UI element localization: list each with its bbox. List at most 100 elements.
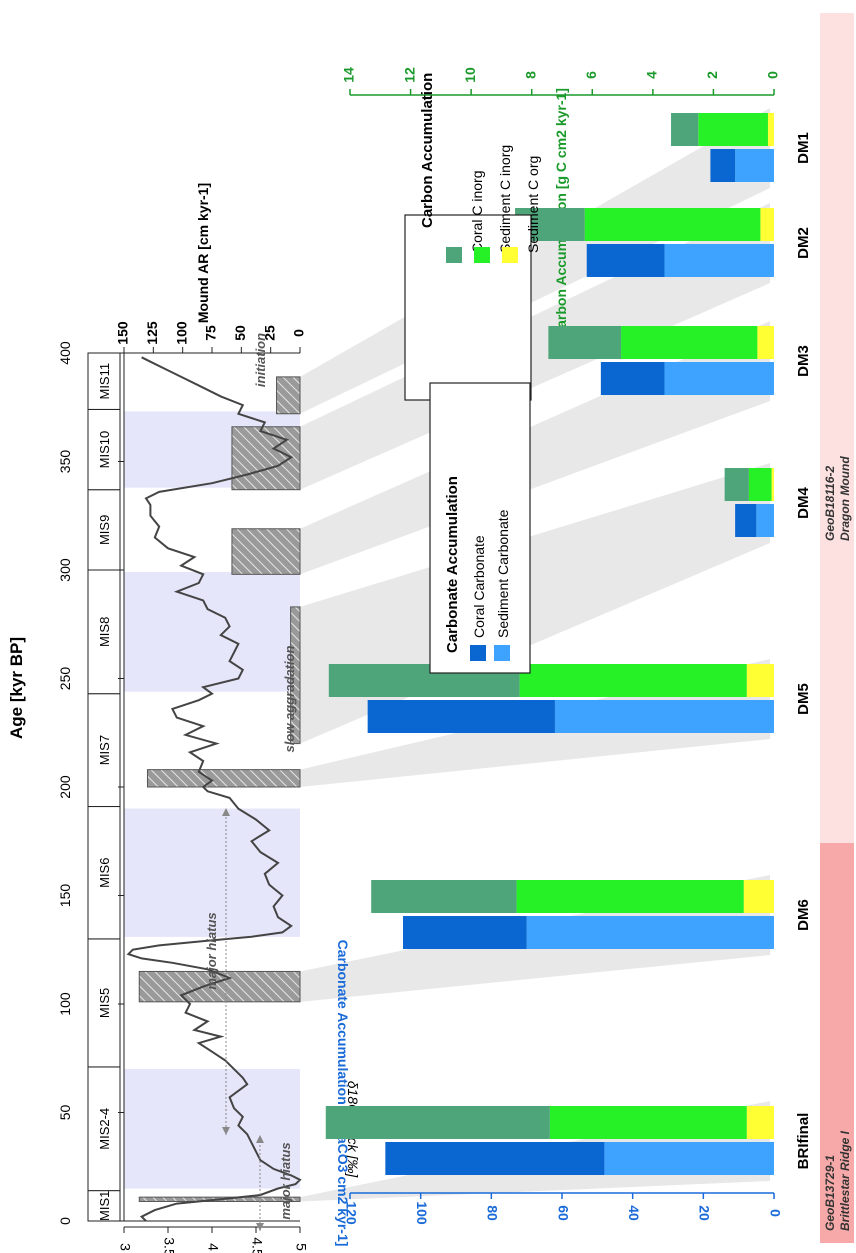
core-strip: GeoB13729-1 Brittlestar Ridge I GeoB1811…	[820, 13, 854, 1243]
age-tick-label: 250	[57, 667, 73, 691]
carbon-tick-label: 4	[644, 71, 660, 79]
d18o-ticks: 3 3.5 4 4.5 5	[117, 1227, 309, 1253]
carbon-tick-label: 14	[341, 67, 357, 83]
d18o-tick-label: 3	[117, 1243, 133, 1251]
bar-sediment-c-inorg-dm3	[621, 326, 758, 359]
bar-coral-c-inorg-dm2	[515, 208, 585, 241]
bar-sediment-c-inorg-dm1	[698, 113, 768, 146]
mound-ar-tick-label: 150	[115, 321, 131, 345]
category-label-dm1: DM1	[795, 132, 812, 164]
bar-coral-c-inorg-dm3	[548, 326, 622, 359]
core-bri-site: Brittlestar Ridge I	[838, 1130, 852, 1231]
category-labels: BRIfinal DM6 DM5 DM4 DM3 DM2 DM1	[795, 132, 812, 1169]
bar-sediment-carbonate-dm2	[664, 244, 775, 277]
mis-label-mis8: MIS8	[97, 617, 112, 647]
category-label-dm4: DM4	[795, 487, 812, 519]
carbonate-tick-label: 120	[343, 1201, 359, 1225]
d18o-curve	[126, 356, 302, 1222]
age-tick-label: 50	[57, 1105, 73, 1121]
carbon-legend: Carbon Accumulation Coral C inorg Sedime…	[404, 73, 541, 401]
mis-shade-mis6	[124, 808, 300, 937]
mis-stages: MIS1 MIS2-4 MIS5 MIS6 MIS7 MIS8 MIS9 MIS10 MIS11	[87, 352, 300, 1222]
bar-sediment-c-org-dm6	[743, 880, 775, 913]
bar-coral-carbonate-dm5	[367, 700, 555, 733]
bar-sediment-c-org-dm5	[746, 664, 775, 697]
bar-coral-c-inorg-brifinal	[325, 1106, 550, 1139]
age-ticks: 0 50 100 150 200 250 300 350 400	[57, 341, 124, 1225]
carbonate-legend-box	[429, 382, 531, 674]
bar-sediment-carbonate-dm6	[526, 916, 775, 949]
age-axis: 0 50 100 150 200 250 300 350 400 Age [kyr BP]	[7, 341, 300, 1225]
hiatus-2-label: major hiatus	[204, 912, 219, 989]
bar-sediment-c-org-dm2	[760, 208, 774, 241]
age-axis-title: Age [kyr BP]	[7, 637, 26, 739]
hiatus-1-label: major hiatus	[278, 1142, 293, 1219]
bar-sediment-carbonate-dm1	[735, 149, 775, 182]
carbon-legend-title: Carbon Accumulation	[419, 73, 436, 228]
carbon-legend-swatch-sed-org	[502, 247, 518, 263]
mound-ar-bar	[290, 606, 301, 745]
mound-ar-ticks: 150 125 100 75 50 25 0	[115, 321, 307, 353]
mis-shade-mis2-4	[124, 1068, 300, 1189]
mis-box-mis11	[87, 352, 121, 410]
bar-sediment-c-inorg-brifinal	[549, 1106, 747, 1139]
carbonate-tick-label: 80	[485, 1205, 501, 1221]
carbon-legend-item-sed-inorg: Sediment C inorg	[497, 145, 513, 253]
carbonate-axis-title: Carbonate Accumulation [g CaCO3 cm2 kyr-…	[335, 940, 351, 1247]
mis-label-mis11: MIS11	[97, 363, 112, 400]
bar-sediment-c-inorg-dm6	[516, 880, 744, 913]
mis-label-mis7: MIS7	[97, 735, 112, 765]
bar-sediment-carbonate-dm4	[756, 504, 774, 537]
hiatus-2-arrow-right	[222, 808, 230, 816]
category-label-dm5: DM5	[795, 683, 812, 715]
mound-ar-tick-label: 100	[173, 321, 189, 345]
bar-sediment-c-org-brifinal	[746, 1106, 775, 1139]
age-tick-label: 0	[57, 1217, 73, 1225]
age-tick-label: 400	[57, 341, 73, 365]
mound-ar-tick-label: 0	[291, 329, 307, 337]
bar-sediment-c-inorg-dm2	[584, 208, 761, 241]
core-dragon-band	[820, 13, 854, 843]
d18o-tick-label: 4.5	[249, 1237, 265, 1253]
mis-label-mis2-4: MIS2-4	[97, 1108, 112, 1150]
carbonate-tick-label: 40	[626, 1205, 642, 1221]
mound-ar-tick-label: 125	[144, 321, 160, 345]
core-dragon-name: GeoB18116-2	[823, 466, 837, 541]
core-bri-band	[820, 843, 854, 1243]
carbon-tick-label: 10	[462, 67, 478, 83]
bar-sediment-carbonate-dm5	[554, 700, 775, 733]
bar-sediment-c-inorg-dm5	[519, 664, 747, 697]
bar-coral-carbonate-brifinal	[385, 1142, 605, 1175]
mound-ar-bar	[146, 769, 301, 788]
mis-label-mis9: MIS9	[97, 515, 112, 545]
carbon-ticks: 14 12 10 8 6 4 2 0	[341, 67, 781, 95]
mound-ar-tick-label: 50	[232, 325, 248, 341]
carbon-legend-item-sed-org: Sediment C org	[525, 156, 541, 253]
mis-label-mis10: MIS10	[97, 431, 112, 469]
bar-coral-carbonate-dm4	[735, 504, 757, 537]
carbon-tick-label: 2	[704, 71, 720, 79]
carbon-tick-label: 12	[401, 67, 417, 83]
bar-sediment-c-inorg-dm4	[748, 468, 772, 501]
hiatus-1-arrow-left	[256, 1223, 264, 1231]
d18o-tick-label: 3.5	[161, 1237, 177, 1253]
carbonate-tick-label: 20	[697, 1205, 713, 1221]
carbonate-legend-swatch-coral	[470, 645, 486, 661]
annotations: major hiatus major hiatus slow aggradati…	[204, 333, 297, 1231]
accumulation-bars	[325, 113, 775, 1175]
carbonate-tick-label: 100	[414, 1201, 430, 1225]
mis-shade-mis8	[124, 572, 300, 692]
slow-aggradation-label: slow aggradation	[282, 645, 297, 752]
category-label-dm6: DM6	[795, 899, 812, 931]
bar-coral-carbonate-dm2	[586, 244, 665, 277]
d18o-tick-label: 5	[293, 1243, 309, 1251]
carbonate-legend-item-coral: Coral Carbonate	[471, 535, 487, 638]
carbonate-legend-swatch-sediment	[494, 645, 510, 661]
mis-label-mis6: MIS6	[97, 858, 112, 888]
bar-sediment-c-org-dm3	[757, 326, 774, 359]
d18o-tick-label: 4	[205, 1243, 221, 1251]
d18o-axis: 33.544.55 δ18O stack [‰]	[117, 1081, 361, 1253]
carbonate-legend-content: Carbonate Accumulation Coral Carbonate S…	[444, 476, 511, 661]
age-tick-label: 150	[57, 884, 73, 908]
